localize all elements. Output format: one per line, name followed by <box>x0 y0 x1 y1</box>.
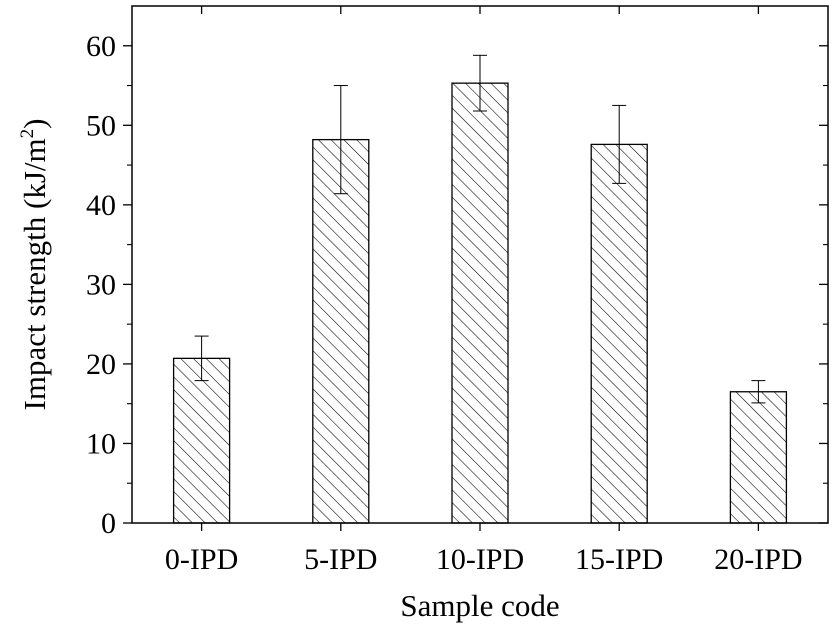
x-tick-label-0-IPD: 0-IPD <box>165 543 238 576</box>
bar-5-IPD <box>312 138 370 524</box>
y-tick-label-60: 60 <box>86 30 116 63</box>
bar-15-IPD <box>590 143 648 524</box>
bar-0-IPD <box>172 357 231 524</box>
error-bars-layer <box>194 54 766 404</box>
x-tick-label-20-IPD: 20-IPD <box>714 543 802 576</box>
bar-10-IPD <box>451 82 509 524</box>
y-axis-label-main: Impact strength (kJ/m <box>17 138 52 410</box>
y-tick-label-50: 50 <box>86 109 116 142</box>
y-axis-label-superscript: 2 <box>17 129 38 139</box>
y-tick-label-20: 20 <box>86 348 116 381</box>
bars-layer <box>172 82 788 524</box>
bar-20-IPD <box>729 391 788 524</box>
y-tick-label-30: 30 <box>86 268 116 301</box>
x-tick-label-5-IPD: 5-IPD <box>304 543 377 576</box>
x-tick-label-15-IPD: 15-IPD <box>575 543 663 576</box>
y-tick-label-0: 0 <box>101 507 116 540</box>
x-axis-label: Sample code <box>400 588 559 623</box>
ticks-layer: 0-IPD 5-IPD 10-IPD 15-IPD 20-IPD 0 10 20 30 40 50 6… <box>86 6 828 576</box>
y-axis-label: Impact strength (kJ/m2) <box>17 119 52 411</box>
y-axis-label-close: ) <box>17 119 52 129</box>
y-tick-label-40: 40 <box>86 189 116 222</box>
y-tick-label-10: 10 <box>86 427 116 460</box>
x-tick-label-10-IPD: 10-IPD <box>436 543 524 576</box>
